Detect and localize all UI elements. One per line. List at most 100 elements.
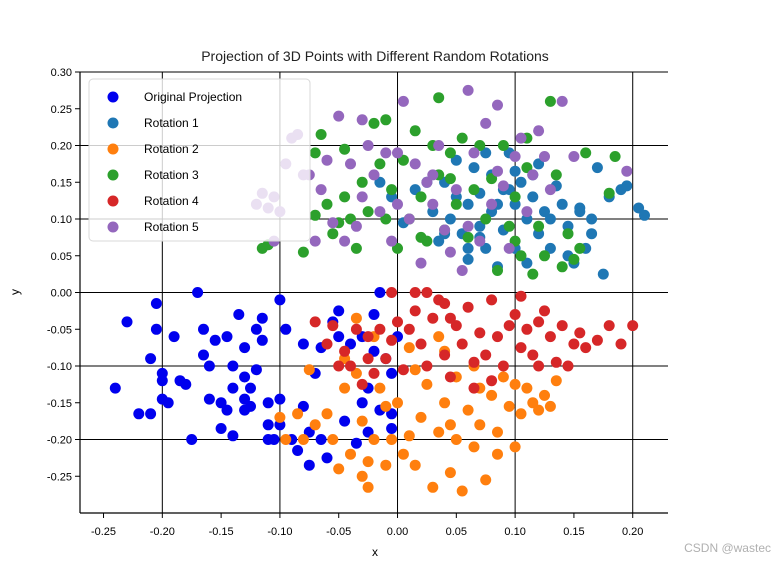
data-point xyxy=(462,301,474,313)
data-point xyxy=(203,360,215,372)
data-point xyxy=(250,364,262,376)
data-point xyxy=(456,265,468,276)
data-point xyxy=(562,360,574,372)
data-point xyxy=(368,117,380,129)
data-point xyxy=(333,331,345,343)
data-point xyxy=(415,338,427,350)
x-tick-label: -0.20 xyxy=(150,526,175,538)
data-point xyxy=(580,147,592,159)
data-point xyxy=(327,434,339,445)
data-point xyxy=(591,162,603,174)
data-point xyxy=(515,250,527,262)
data-point xyxy=(539,151,550,162)
data-point xyxy=(486,294,498,306)
data-point xyxy=(480,242,492,254)
data-point xyxy=(439,224,451,236)
legend-marker xyxy=(107,195,119,207)
data-point xyxy=(639,209,650,221)
data-point xyxy=(239,371,251,383)
data-point xyxy=(615,338,627,350)
data-point xyxy=(627,320,639,332)
data-point xyxy=(274,411,286,423)
data-point xyxy=(380,400,392,412)
data-point xyxy=(221,331,233,343)
x-axis-ticks: -0.25 -0.20 -0.15 -0.10 -0.05 0.00 0.05 0.10 0.1… xyxy=(91,513,643,538)
data-point xyxy=(533,158,545,170)
x-tick-label: 0.20 xyxy=(622,526,643,538)
data-point xyxy=(156,375,168,387)
data-point xyxy=(527,169,539,181)
data-point xyxy=(327,228,339,240)
y-tick-label: -0.05 xyxy=(47,324,72,336)
data-point xyxy=(621,180,633,192)
legend-marker xyxy=(107,169,119,181)
data-point xyxy=(256,334,268,346)
data-point xyxy=(456,338,468,350)
data-point xyxy=(468,162,480,174)
data-point xyxy=(480,349,492,361)
legend-label: Rotation 1 xyxy=(144,116,199,130)
data-point xyxy=(309,419,321,431)
data-point xyxy=(486,375,498,387)
data-point xyxy=(509,191,521,203)
data-point xyxy=(397,448,409,460)
data-point xyxy=(356,470,368,482)
data-point xyxy=(174,375,186,387)
data-point xyxy=(409,287,421,298)
data-point xyxy=(386,434,398,445)
data-point xyxy=(421,360,433,372)
data-point xyxy=(444,173,456,185)
data-point xyxy=(362,426,374,438)
x-tick-label: -0.25 xyxy=(91,526,116,538)
data-point xyxy=(468,147,480,159)
data-point xyxy=(474,140,486,151)
data-point xyxy=(362,206,374,218)
data-point xyxy=(368,434,380,445)
data-point xyxy=(439,349,451,361)
data-point xyxy=(574,327,586,339)
data-point xyxy=(350,242,362,254)
data-point xyxy=(145,353,157,365)
data-point xyxy=(597,268,609,280)
data-point xyxy=(544,331,556,343)
data-point xyxy=(297,338,309,350)
data-point xyxy=(345,448,356,460)
data-point xyxy=(503,400,515,412)
data-point xyxy=(574,206,586,218)
data-point xyxy=(509,378,521,390)
data-point xyxy=(533,404,545,416)
data-point xyxy=(403,323,415,335)
data-point xyxy=(409,364,421,376)
data-point xyxy=(439,298,451,309)
data-point xyxy=(321,338,333,350)
data-point xyxy=(444,419,456,431)
data-point xyxy=(527,268,539,280)
data-point xyxy=(109,382,121,394)
data-point xyxy=(368,345,380,357)
data-point xyxy=(492,165,503,177)
data-point xyxy=(374,206,386,218)
legend-label: Original Projection xyxy=(144,90,242,104)
data-point xyxy=(309,147,321,159)
data-point xyxy=(450,198,462,210)
data-point xyxy=(339,143,351,155)
data-point xyxy=(515,132,527,144)
legend-label: Rotation 5 xyxy=(144,220,199,234)
data-point xyxy=(456,485,468,497)
data-point xyxy=(492,265,503,276)
data-point xyxy=(509,165,521,177)
data-point xyxy=(186,434,198,445)
data-point xyxy=(315,184,327,196)
data-point xyxy=(209,334,221,346)
data-point xyxy=(515,290,527,302)
data-point xyxy=(480,147,492,159)
data-point xyxy=(362,331,374,343)
legend-label: Rotation 4 xyxy=(144,194,199,208)
y-tick-label: -0.15 xyxy=(47,398,72,410)
data-point xyxy=(397,364,409,376)
data-point xyxy=(262,397,274,409)
data-point xyxy=(409,158,421,170)
data-point xyxy=(203,393,215,405)
data-point xyxy=(409,305,421,317)
data-point xyxy=(427,312,439,324)
